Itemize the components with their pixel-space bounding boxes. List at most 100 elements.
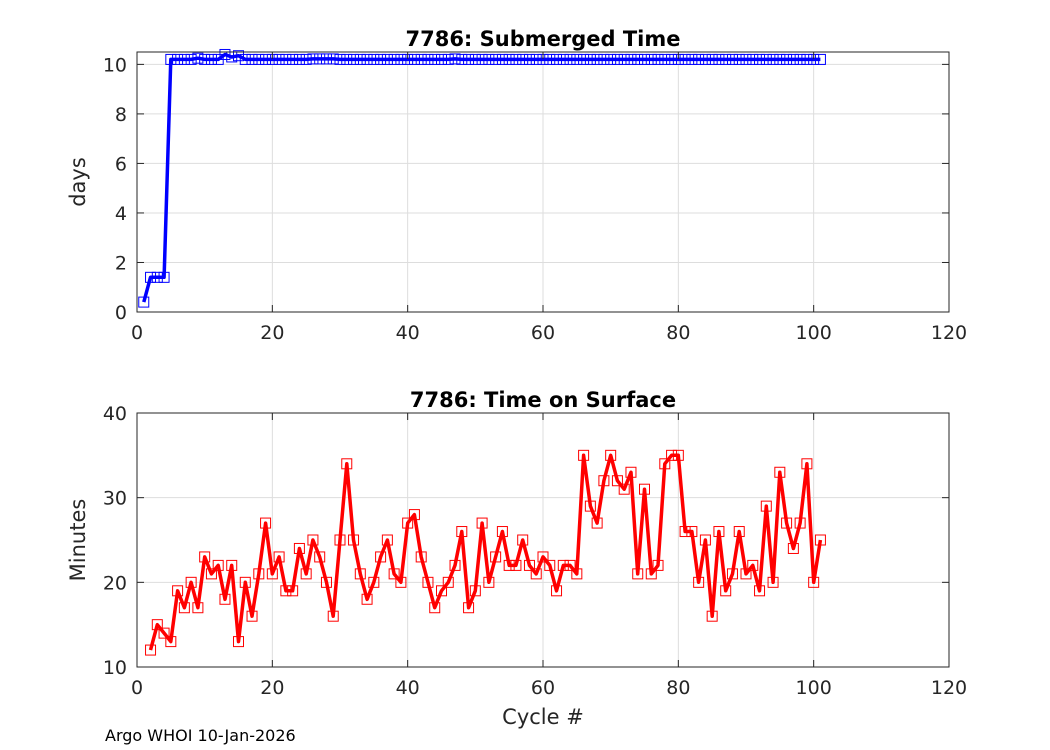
data-point [192,602,204,614]
data-point [307,53,319,65]
data-point [483,576,495,588]
data-point [564,559,576,571]
x-tick-label: 40 [396,677,420,699]
data-point [456,526,468,538]
y-axis-label: days [66,157,90,207]
data-point [611,53,623,65]
data-point [456,53,468,65]
data-point [199,53,211,65]
data-point [781,53,793,65]
series-line [148,453,823,651]
data-point [178,53,190,65]
y-tick-label: 6 [115,153,127,175]
data-point [280,53,292,65]
data-point [185,53,197,65]
x-tick-label: 120 [931,322,967,344]
data-point [625,466,637,478]
data-point [551,585,563,597]
x-tick-labels: 0 20 40 60 80 100 120 [131,413,967,699]
data-point [199,551,211,563]
data-point [747,559,759,571]
data-point [436,53,447,65]
data-point [388,53,400,65]
data-point [591,53,603,65]
y-tick-label: 10 [103,54,127,76]
data-point [246,610,258,622]
submerged-time-plot: 0 20 40 60 80 100 120 0 2 4 6 8 10 7786: Submerged … [66,27,967,344]
data-point [503,559,515,571]
submerged-time-series [138,48,826,308]
data-point [598,53,610,65]
data-point [293,542,305,554]
data-point [233,50,244,62]
data-point [246,53,258,65]
data-point [287,53,299,65]
footer-credit: Argo WHOI 10-Jan-2026 [105,726,296,745]
data-point [158,271,170,283]
data-point [760,500,772,512]
data-point [720,585,732,597]
data-point [293,53,305,65]
x-tick-label: 100 [796,322,832,344]
data-point [469,53,481,65]
x-tick-label: 60 [531,322,555,344]
data-point [300,53,312,65]
data-point [578,53,590,65]
data-point [226,559,238,571]
data-point [686,53,698,65]
data-point [361,53,373,65]
data-point [233,636,244,648]
data-point [645,568,657,580]
data-point [368,53,380,65]
grid-lines [136,412,950,668]
data-point [632,53,644,65]
chart-title: 7786: Submerged Time [405,27,680,51]
data-point [517,53,529,65]
data-point [368,576,380,588]
data-point [557,53,569,65]
data-point [598,475,610,487]
data-point [151,271,163,283]
y-tick-label: 20 [103,572,127,594]
data-point [185,576,197,588]
data-point [442,53,454,65]
data-point [740,53,752,65]
x-tick-label: 80 [666,677,690,699]
data-point [571,568,583,580]
data-point [808,576,820,588]
data-point [544,53,556,65]
data-point [699,534,711,546]
data-point [814,53,826,65]
data-point [510,53,522,65]
x-tick-label: 100 [796,677,832,699]
data-point [490,53,502,65]
data-point [307,534,319,546]
data-point [260,517,272,529]
data-point [395,53,407,65]
data-point [314,53,326,65]
data-point [639,483,650,495]
data-point [571,53,583,65]
data-point [192,52,204,64]
x-tick-label: 60 [531,677,555,699]
surface-time-series [145,449,826,656]
data-point [348,534,360,546]
data-point [584,500,596,512]
data-point [145,271,157,283]
y-tick-label: 2 [115,252,127,274]
data-point [327,610,339,622]
data-point [341,53,353,65]
data-point [415,53,427,65]
data-point [754,53,766,65]
data-point [219,48,231,60]
data-point [375,551,387,563]
data-point [138,296,150,308]
data-point [381,53,393,65]
data-point [699,53,711,65]
data-point [361,593,373,605]
data-point [794,53,806,65]
y-axis-label: Minutes [66,499,90,582]
data-point [172,53,184,65]
data-point [510,559,522,571]
data-point [280,585,292,597]
